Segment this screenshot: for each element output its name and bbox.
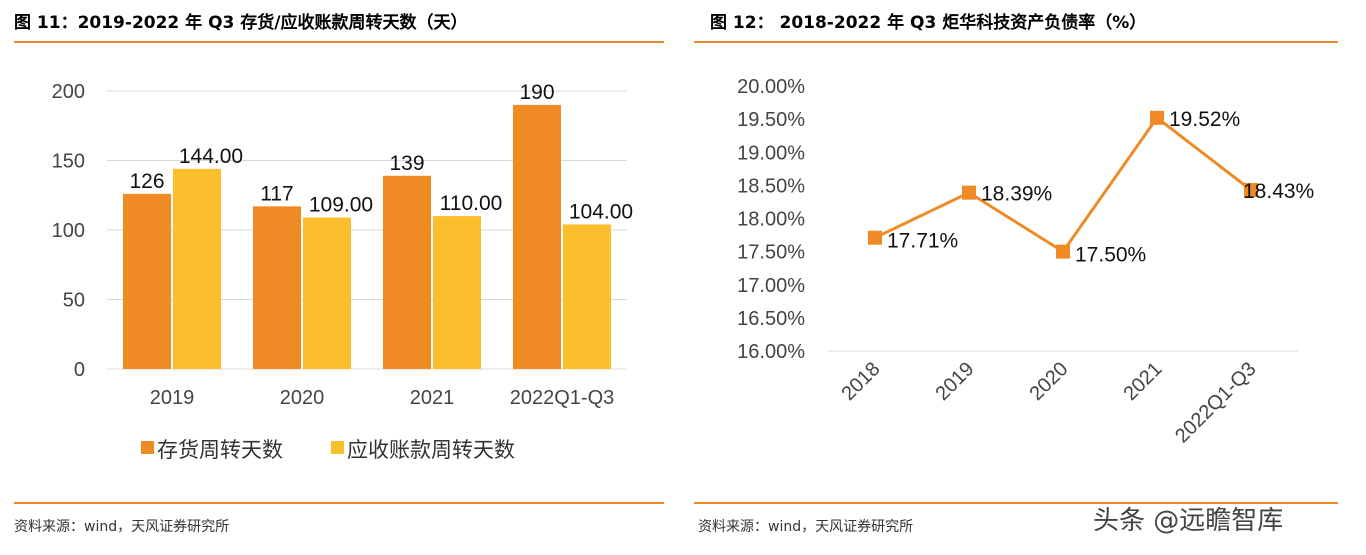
- legend-swatch: [141, 441, 154, 454]
- y-tick-label: 19.50%: [737, 109, 805, 131]
- y-tick-label: 18.50%: [737, 175, 805, 197]
- x-tick-label: 2019: [150, 387, 195, 409]
- bar: [433, 216, 481, 369]
- title-divider: [14, 41, 664, 43]
- legend-swatch: [331, 441, 344, 454]
- data-point: [1150, 110, 1164, 125]
- y-tick-label: 18.00%: [737, 209, 805, 231]
- footer-divider: [694, 502, 1338, 504]
- data-label: 17.50%: [1075, 244, 1146, 267]
- data-point: [1056, 244, 1070, 259]
- data-label: 18.43%: [1243, 180, 1314, 203]
- y-tick-label: 17.50%: [737, 242, 805, 264]
- y-tick-label: 50: [63, 290, 85, 312]
- x-tick-label: 2021: [410, 387, 455, 409]
- data-label: 109.00: [309, 193, 373, 216]
- y-tick-label: 100: [52, 220, 85, 242]
- source-note: 资料来源：wind，天风证券研究所: [14, 519, 230, 535]
- source-note: 资料来源：wind，天风证券研究所: [698, 519, 914, 535]
- data-label: 17.71%: [887, 230, 958, 253]
- data-point: [1244, 183, 1258, 198]
- y-tick-label: 16.50%: [737, 308, 805, 330]
- chart-title: 图 12： 2018-2022 年 Q3 炬华科技资产负债率（%）: [710, 13, 1147, 33]
- bar: [123, 193, 171, 369]
- bar: [513, 104, 561, 370]
- x-tick-label: 2022Q1-Q3: [510, 387, 615, 409]
- y-tick-label: 200: [52, 81, 85, 103]
- data-label: 190: [519, 81, 554, 104]
- y-tick-label: 150: [52, 151, 85, 173]
- data-point: [868, 230, 882, 245]
- y-tick-label: 17.00%: [737, 275, 805, 297]
- title-divider: [694, 41, 1338, 43]
- bar: [253, 206, 301, 369]
- data-label: 104.00: [569, 200, 633, 223]
- data-label: 117: [260, 182, 293, 205]
- x-tick-label: 2021: [1120, 358, 1167, 405]
- y-tick-label: 19.00%: [737, 142, 805, 164]
- line-chart: 16.00% 16.50% 17.00% 17.50% 18.00% 18.50% 19.0…: [737, 76, 1314, 447]
- y-tick-label: 0: [74, 359, 85, 381]
- x-tick-label: 2022Q1-Q3: [1171, 358, 1260, 447]
- data-label: 144.00: [179, 145, 243, 168]
- bar: [173, 168, 221, 369]
- chart-title: 图 11：2019-2022 年 Q3 存货/应收账款周转天数（天）: [14, 13, 468, 33]
- chart-panel-inventory-receivables: 图 11：2019-2022 年 Q3 存货/应收账款周转天数（天） 0 50 10…: [0, 0, 668, 555]
- data-label: 19.52%: [1169, 108, 1240, 131]
- x-tick-label: 2020: [1026, 358, 1073, 405]
- data-point: [962, 185, 976, 200]
- watermark: 头条 @远瞻智库: [1093, 506, 1284, 536]
- y-tick-label: 16.00%: [737, 341, 805, 363]
- legend-label: 存货周转天数: [157, 438, 283, 462]
- data-label: 139: [389, 152, 424, 175]
- bar-chart: 0 50 100 150 200 126 144.00 2019 117 109.00 2020 13…: [52, 81, 633, 462]
- x-tick-label: 2019: [932, 358, 979, 405]
- footer-divider: [14, 502, 664, 504]
- chart-panel-debt-ratio: 图 12： 2018-2022 年 Q3 炬华科技资产负债率（%） 16.00%…: [690, 0, 1366, 555]
- bar: [383, 175, 431, 369]
- y-tick-label: 20.00%: [737, 76, 805, 98]
- x-tick-label: 2018: [838, 358, 885, 405]
- bar: [303, 217, 351, 369]
- data-label: 126: [129, 170, 164, 193]
- data-label: 110.00: [440, 192, 503, 215]
- legend-label: 应收账款周转天数: [347, 438, 515, 462]
- x-tick-label: 2020: [280, 387, 325, 409]
- bar: [563, 224, 611, 369]
- data-label: 18.39%: [981, 183, 1052, 206]
